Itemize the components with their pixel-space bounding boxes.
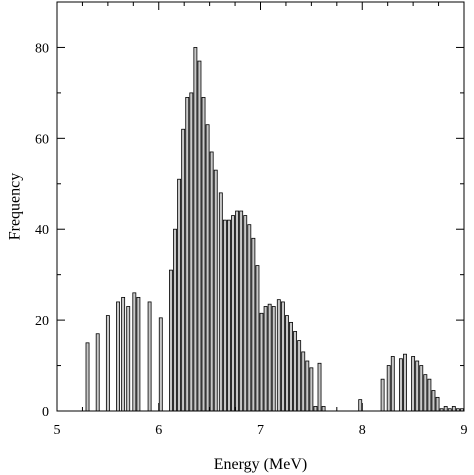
bar <box>121 296 126 412</box>
x-tick-label: 5 <box>54 423 61 438</box>
bar <box>317 362 322 412</box>
bar <box>213 169 218 412</box>
bar <box>201 97 206 412</box>
bar <box>267 303 272 412</box>
bar <box>293 331 298 412</box>
bar <box>136 296 141 412</box>
bar <box>227 219 231 412</box>
bar <box>427 378 432 412</box>
bar <box>116 301 120 412</box>
bar <box>386 365 391 412</box>
bar <box>132 292 137 412</box>
bar <box>309 367 314 412</box>
x-tick-labels: 5 6 7 8 9 <box>54 423 468 438</box>
x-tick-label: 6 <box>155 423 162 438</box>
y-tick-label: 60 <box>35 132 49 147</box>
bar <box>169 269 173 412</box>
bar <box>419 365 424 412</box>
y-tick-label: 40 <box>35 223 49 238</box>
bar <box>247 224 252 412</box>
bar <box>222 219 227 412</box>
bar <box>390 356 395 412</box>
bar <box>189 92 194 412</box>
bar <box>105 315 110 412</box>
x-tick-label: 9 <box>461 423 468 438</box>
bar <box>218 192 223 412</box>
y-tick-label: 20 <box>35 314 49 329</box>
bar <box>255 265 260 412</box>
bar <box>358 399 363 412</box>
y-tick-label: 0 <box>42 405 49 420</box>
bar <box>435 396 440 412</box>
bar <box>313 406 318 412</box>
bar <box>251 237 256 412</box>
bar <box>243 215 248 412</box>
bar <box>185 97 190 412</box>
bar <box>297 340 302 412</box>
bar <box>181 128 186 412</box>
bar <box>126 306 131 412</box>
bar <box>95 333 100 412</box>
bar <box>415 360 420 412</box>
bar <box>411 356 416 412</box>
bar <box>173 228 177 412</box>
x-axis-label: Energy (MeV) <box>214 456 307 473</box>
y-tick-labels: 0 20 40 60 80 <box>35 41 49 420</box>
bar <box>239 210 244 412</box>
bar <box>147 301 152 412</box>
bar <box>85 342 90 412</box>
y-tick-label: 80 <box>35 41 49 56</box>
bar <box>301 351 306 412</box>
bar <box>263 306 268 412</box>
bar <box>276 299 281 412</box>
bar <box>398 358 403 412</box>
bar <box>209 151 214 412</box>
bar <box>231 215 235 412</box>
bar <box>443 406 448 412</box>
bar <box>431 390 436 412</box>
x-tick-label: 8 <box>359 423 366 438</box>
bar <box>280 301 285 412</box>
bar <box>193 47 198 412</box>
bar <box>289 321 293 412</box>
plot-frame <box>56 1 465 412</box>
bar <box>321 406 326 412</box>
bar <box>271 306 276 412</box>
bars <box>85 47 464 412</box>
bar <box>285 315 289 412</box>
bar <box>158 317 163 412</box>
bar <box>403 353 407 412</box>
bar <box>197 60 202 412</box>
x-tick-label: 7 <box>257 423 264 438</box>
bar <box>205 124 210 412</box>
bar <box>451 406 456 412</box>
y-axis-label: Frequency <box>7 173 24 241</box>
bar <box>380 378 385 412</box>
bar <box>177 178 182 412</box>
bar <box>235 210 240 412</box>
bar <box>423 374 428 412</box>
bar <box>305 360 310 412</box>
bar <box>259 312 264 412</box>
